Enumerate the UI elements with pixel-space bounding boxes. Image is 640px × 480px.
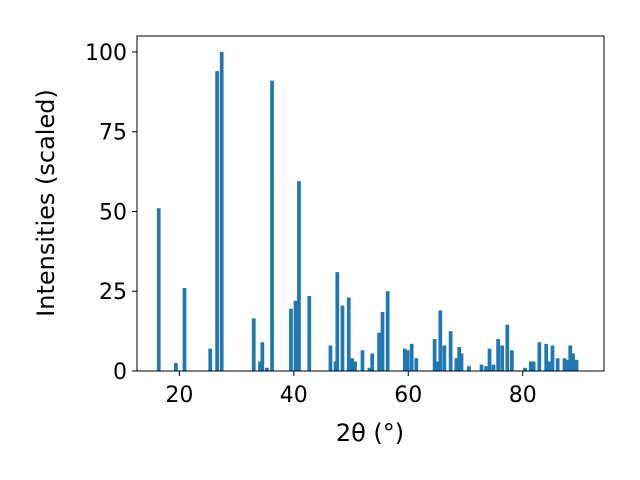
bar (505, 324, 510, 371)
bar (528, 361, 533, 371)
y-tick-label: 0 (113, 360, 127, 385)
bar (380, 311, 385, 371)
bar (479, 364, 484, 371)
bar (547, 361, 551, 371)
bar (353, 361, 357, 371)
bar (340, 305, 345, 371)
y-tick-label: 75 (99, 121, 127, 146)
bar (258, 361, 262, 371)
y-tick-label: 50 (99, 200, 127, 225)
bar (370, 353, 375, 371)
bar (270, 80, 274, 372)
bar (571, 353, 575, 371)
y-axis-label: Intensities (scaled) (32, 89, 60, 317)
bar (487, 348, 492, 371)
bar (574, 359, 579, 371)
x-axis-label: 2θ (°) (336, 419, 404, 447)
bar (550, 345, 555, 371)
bar (260, 342, 265, 371)
bar (491, 364, 496, 371)
bar (467, 366, 471, 371)
x-tick-label: 40 (280, 383, 308, 408)
bar (251, 318, 256, 371)
bar (297, 181, 301, 371)
bar (289, 308, 293, 371)
bar (523, 367, 527, 371)
bar (328, 345, 333, 371)
bar (562, 358, 567, 371)
bar (544, 343, 549, 371)
bar (457, 347, 462, 371)
plot-frame (136, 35, 605, 372)
bar (496, 339, 500, 371)
bar (568, 345, 573, 371)
bar (156, 208, 161, 371)
bar (385, 291, 390, 371)
bar (367, 367, 372, 371)
bar (459, 353, 464, 371)
x-tick-label: 60 (394, 383, 422, 408)
y-axis-ticks: 0 25 50 75 100 (85, 41, 137, 385)
x-axis-ticks: 20 40 60 80 (165, 371, 537, 408)
bar (405, 350, 410, 371)
bars (156, 51, 579, 372)
bar (219, 51, 224, 371)
bar (174, 363, 178, 371)
x-tick-label: 20 (165, 383, 193, 408)
bar (346, 297, 351, 371)
bar (432, 339, 437, 371)
bar (307, 296, 312, 371)
bar (435, 361, 440, 371)
bar (402, 348, 407, 371)
bar (414, 358, 419, 371)
bar (510, 350, 514, 371)
bar (537, 342, 542, 371)
y-tick-label: 25 (99, 280, 127, 305)
bar (182, 288, 187, 371)
bar (484, 366, 488, 371)
bar (360, 350, 365, 371)
x-tick-label: 80 (509, 383, 537, 408)
bar (350, 358, 355, 371)
bar (531, 361, 536, 371)
bar (409, 343, 414, 371)
bar (293, 300, 298, 371)
bar (454, 358, 459, 371)
bar (555, 358, 560, 371)
bar (335, 272, 340, 371)
bar (215, 71, 219, 371)
y-tick-label: 100 (85, 41, 127, 66)
bar (265, 367, 269, 371)
bar (566, 359, 570, 371)
bar (448, 331, 453, 371)
bar (208, 348, 213, 371)
bar (442, 345, 447, 371)
bar (438, 310, 443, 371)
bar (377, 332, 381, 371)
bar (500, 345, 504, 371)
